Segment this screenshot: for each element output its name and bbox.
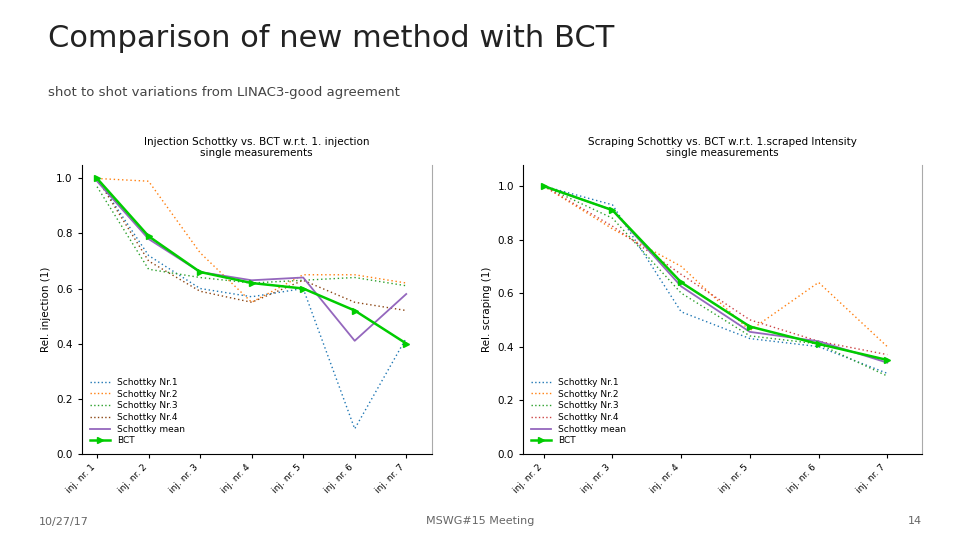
Text: MSWG#15 Meeting: MSWG#15 Meeting <box>426 516 534 526</box>
Y-axis label: Rel. injection (1): Rel. injection (1) <box>40 266 51 352</box>
Text: shot to shot variations from LINAC3-good agreement: shot to shot variations from LINAC3-good… <box>48 86 400 99</box>
Legend: Schottky Nr.1, Schottky Nr.2, Schottky Nr.3, Schottky Nr.4, Schottky mean, BCT: Schottky Nr.1, Schottky Nr.2, Schottky N… <box>86 374 188 449</box>
Text: 14: 14 <box>907 516 922 526</box>
Y-axis label: Rel. scraping (1): Rel. scraping (1) <box>482 266 492 352</box>
Legend: Schottky Nr.1, Schottky Nr.2, Schottky Nr.3, Schottky Nr.4, Schottky mean, BCT: Schottky Nr.1, Schottky Nr.2, Schottky N… <box>528 374 630 449</box>
Title: Scraping Schottky vs. BCT w.r.t. 1.scraped Intensity
single measurements: Scraping Schottky vs. BCT w.r.t. 1.scrap… <box>588 137 857 158</box>
Text: 10/27/17: 10/27/17 <box>38 516 88 526</box>
Text: Comparison of new method with BCT: Comparison of new method with BCT <box>48 24 614 53</box>
Title: Injection Schottky vs. BCT w.r.t. 1. injection
single measurements: Injection Schottky vs. BCT w.r.t. 1. inj… <box>144 137 370 158</box>
